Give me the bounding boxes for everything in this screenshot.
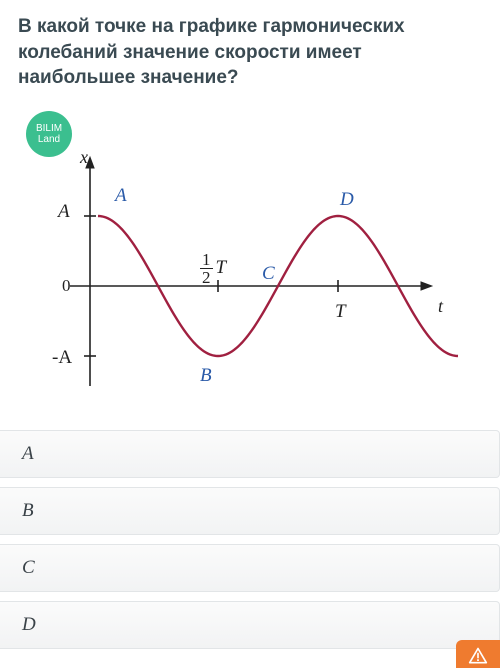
option-label: B	[22, 500, 34, 522]
option-d[interactable]: D	[0, 601, 500, 649]
half-period-denom: 2	[200, 269, 213, 286]
warning-icon	[468, 646, 488, 666]
y-axis-label: x	[80, 147, 88, 168]
option-c[interactable]: C	[0, 544, 500, 592]
option-label: C	[22, 557, 35, 579]
period-label: T	[335, 301, 346, 323]
chart: x t A -A 0 1 2 T T A B C D	[60, 151, 460, 401]
point-label-a: A	[115, 185, 127, 207]
question-text: В какой точке на графике гармонических к…	[0, 0, 500, 101]
point-label-c: C	[262, 263, 275, 285]
option-label: D	[22, 614, 36, 636]
point-label-b: B	[200, 365, 212, 387]
alert-badge[interactable]	[456, 640, 500, 668]
amplitude-pos-label: A	[58, 201, 70, 223]
half-period-numer: 1	[200, 251, 213, 269]
half-period-symbol: T	[213, 257, 227, 278]
badge-line2: Land	[38, 134, 60, 145]
origin-zero-label: 0	[62, 276, 71, 296]
badge-line1: BILIM	[36, 123, 62, 134]
half-period-label: 1 2 T	[200, 251, 226, 286]
amplitude-neg-label: -A	[52, 347, 72, 369]
point-label-d: D	[340, 189, 354, 211]
option-label: A	[22, 443, 34, 465]
answer-options: A B C D	[0, 430, 500, 658]
option-b[interactable]: B	[0, 487, 500, 535]
x-axis-label: t	[438, 296, 443, 317]
option-a[interactable]: A	[0, 430, 500, 478]
figure-area: BILIM Land x t A -A 0	[0, 101, 500, 411]
